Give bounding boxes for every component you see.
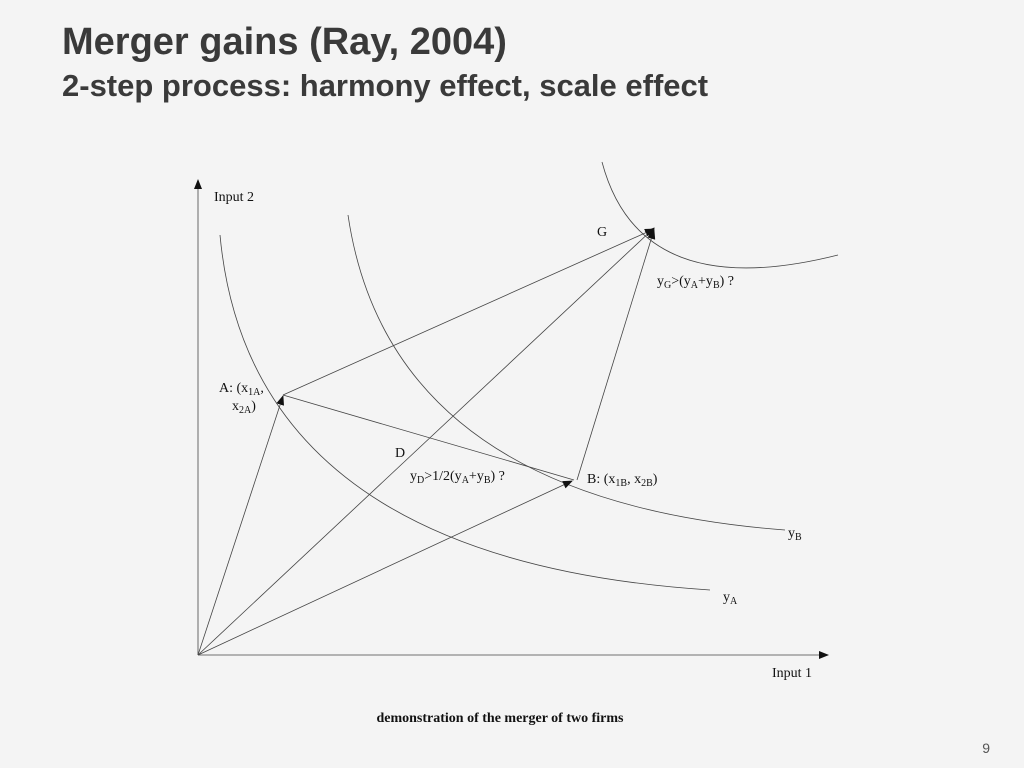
label-text: x [232, 399, 239, 414]
label-text: y [410, 469, 417, 484]
arrow-o-b [197, 480, 573, 656]
subscript: B [713, 280, 720, 291]
label-text: B: (x [587, 472, 615, 487]
label-text: ) [653, 472, 658, 487]
arrow-a-g [282, 228, 655, 396]
label-text: ) ? [720, 274, 734, 289]
page-number: 9 [982, 740, 990, 756]
subscript: 1A [248, 387, 261, 398]
label-text: , x [627, 472, 641, 487]
label-g: yG>(yA+yB) ? [657, 274, 734, 291]
y-axis-label: Input 2 [214, 190, 254, 205]
isoquant-a [219, 234, 711, 591]
label-text: +y [469, 469, 484, 484]
point-g: G [597, 225, 607, 240]
subscript: A [730, 596, 738, 607]
label-text: >1/2(y [424, 469, 461, 484]
x-axis-label: Input 1 [772, 666, 812, 681]
subscript: G [664, 280, 671, 291]
isoquant-b [347, 214, 786, 531]
title-block: Merger gains (Ray, 2004) 2-step process:… [62, 18, 708, 106]
subscript: A [691, 280, 699, 291]
label-text: +y [698, 274, 713, 289]
caption: demonstration of the merger of two firms [376, 711, 624, 726]
subscript: B [484, 475, 491, 486]
curve-label-a: yA [723, 590, 738, 607]
arrow-o-a [197, 395, 284, 656]
label-d: yD>1/2(yA+yB) ? [410, 469, 505, 486]
subscript: B [795, 532, 802, 543]
arrow-o-g [197, 227, 655, 656]
slide-subtitle: 2-step process: harmony effect, scale ef… [62, 68, 709, 103]
subscript: D [417, 475, 424, 486]
label-text: , [260, 381, 264, 396]
label-text: y [657, 274, 664, 289]
arrow-b-g [576, 229, 656, 481]
subscript: 2B [641, 478, 653, 489]
label-text: ) [251, 399, 256, 414]
label-a: x2A) [232, 399, 256, 416]
isoquant-g [601, 161, 839, 269]
label-a: A: (x1A, [219, 381, 264, 398]
label-b: B: (x1B, x2B) [587, 472, 658, 489]
subscript: 2A [239, 405, 252, 416]
point-d: D [395, 446, 405, 461]
arrow-a-b [282, 394, 575, 481]
diagram-lines [194, 161, 839, 659]
slide-title: Merger gains (Ray, 2004) [62, 21, 507, 63]
label-text: y [723, 590, 730, 605]
label-text: >(y [671, 274, 691, 289]
subscript: 1B [615, 478, 627, 489]
subscript: A [462, 475, 470, 486]
label-text: A: (x [219, 381, 248, 396]
label-text: ) ? [491, 469, 505, 484]
curve-label-b: yB [788, 526, 802, 543]
label-text: y [788, 526, 795, 541]
